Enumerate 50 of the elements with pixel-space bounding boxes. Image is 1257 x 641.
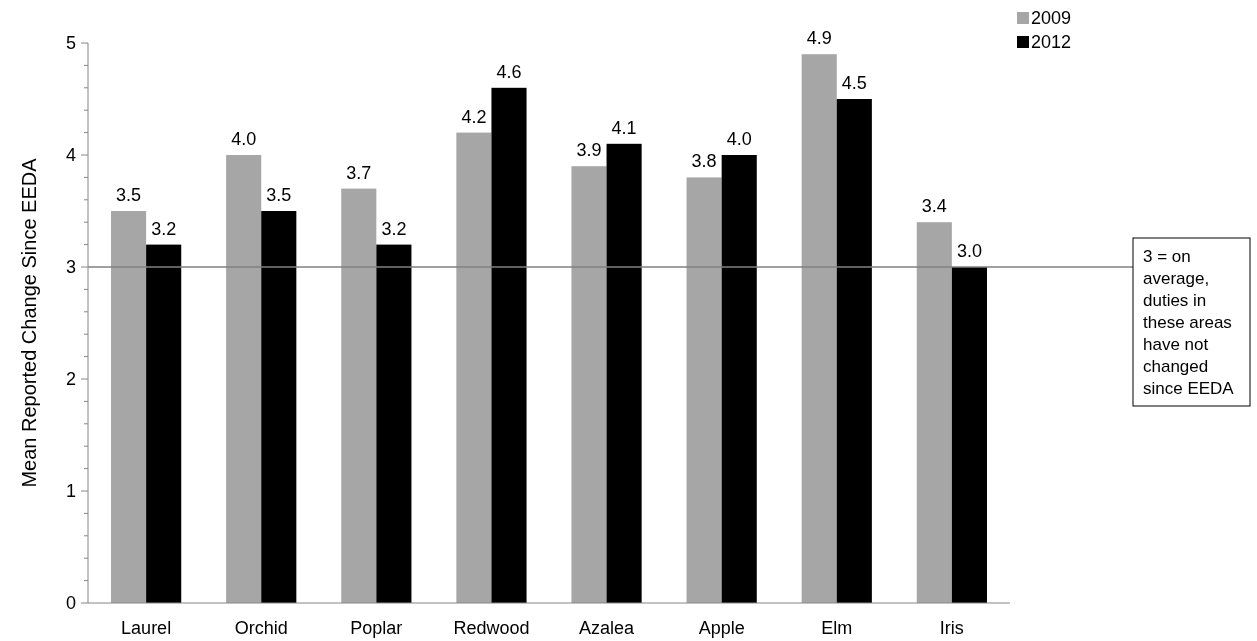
- y-tick-label: 4: [65, 145, 76, 166]
- bar: [836, 99, 872, 603]
- bar: [226, 155, 262, 603]
- y-axis-title: Mean Reported Change Since EEDA: [18, 157, 40, 488]
- x-tick-label: Laurel: [121, 618, 172, 638]
- data-label: 3.2: [151, 218, 177, 239]
- bar: [146, 244, 182, 603]
- x-tick-label: Orchid: [234, 618, 288, 638]
- x-tick-label: Poplar: [350, 618, 403, 638]
- y-tick-label: 1: [65, 481, 76, 502]
- x-tick-label: Iris: [939, 618, 964, 638]
- data-label: 3.9: [576, 140, 602, 161]
- bar: [456, 132, 492, 603]
- bar: [916, 222, 952, 603]
- x-tick-label: Elm: [821, 618, 853, 638]
- bar: [721, 155, 757, 603]
- data-label: 4.6: [496, 61, 522, 82]
- bar: [376, 244, 412, 603]
- data-label: 3.2: [381, 218, 407, 239]
- data-label: 4.2: [461, 106, 487, 127]
- x-tick-label: Redwood: [453, 618, 530, 638]
- data-label: 4.0: [726, 129, 752, 149]
- data-label: 3.7: [346, 162, 372, 183]
- y-tick-label: 0: [65, 593, 76, 614]
- legend-label: 2009: [1031, 8, 1072, 29]
- x-tick-label: Azalea: [579, 618, 636, 638]
- data-label: 3.0: [956, 241, 982, 261]
- data-label: 4.1: [611, 117, 637, 138]
- data-label: 3.5: [266, 185, 292, 205]
- bar: [111, 211, 147, 603]
- bar: [261, 211, 297, 603]
- data-label: 4.5: [841, 73, 867, 93]
- data-label: 4.9: [806, 28, 832, 49]
- y-tick-label: 3: [65, 257, 76, 278]
- bar: [801, 54, 837, 603]
- ref-line-label: 3 = on average, duties in these areas have not changed since EEDA: [1143, 247, 1235, 398]
- bar: [341, 188, 377, 603]
- legend-label: 2012: [1031, 32, 1072, 53]
- data-label: 3.8: [691, 151, 717, 172]
- bar: [951, 267, 987, 603]
- y-tick-label: 2: [65, 369, 76, 390]
- x-tick-label: Apple: [698, 618, 745, 638]
- bar: [571, 166, 607, 603]
- bar: [606, 143, 642, 603]
- y-tick-label: 5: [65, 33, 76, 54]
- bar: [686, 177, 722, 603]
- data-label: 3.5: [116, 185, 142, 205]
- data-label: 3.4: [921, 196, 947, 217]
- data-label: 4.0: [231, 129, 257, 149]
- bar: [491, 87, 527, 603]
